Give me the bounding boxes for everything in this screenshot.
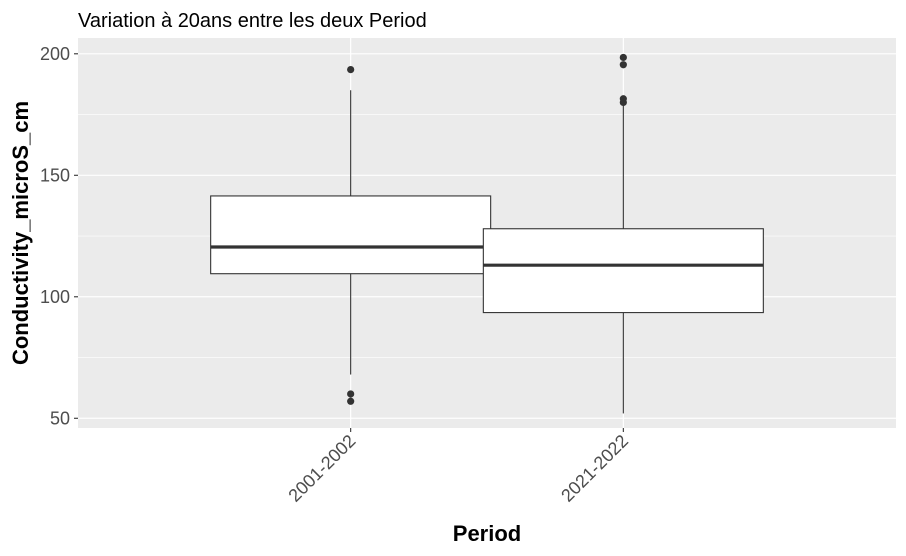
boxes-layer — [210, 53, 764, 414]
outlier-point — [347, 397, 355, 405]
y-tick-label: 50 — [50, 408, 70, 428]
y-tick-label: 100 — [40, 287, 70, 307]
chart-title: Variation à 20ans entre les deux Period — [78, 10, 427, 32]
outlier-point — [619, 61, 627, 69]
box-2021-2022 — [482, 53, 764, 414]
y-tick-label: 200 — [40, 44, 70, 64]
x-axis-title: Period — [453, 521, 521, 546]
x-axis-ticks: 2001-2002 2021-2022 — [284, 428, 632, 506]
y-tick-label: 150 — [40, 165, 70, 185]
x-tick-label: 2001-2002 — [284, 431, 359, 506]
outlier-point — [619, 53, 627, 62]
outlier-point — [347, 390, 355, 398]
outlier-point — [619, 98, 627, 106]
x-tick-label: 2021-2022 — [557, 431, 632, 506]
box-body — [482, 228, 764, 314]
y-axis-ticks: 50 100 150 200 — [40, 44, 78, 428]
outlier-point — [347, 65, 355, 74]
y-axis-title: Conductivity_microS_cm — [8, 101, 33, 365]
box-body — [210, 195, 492, 275]
